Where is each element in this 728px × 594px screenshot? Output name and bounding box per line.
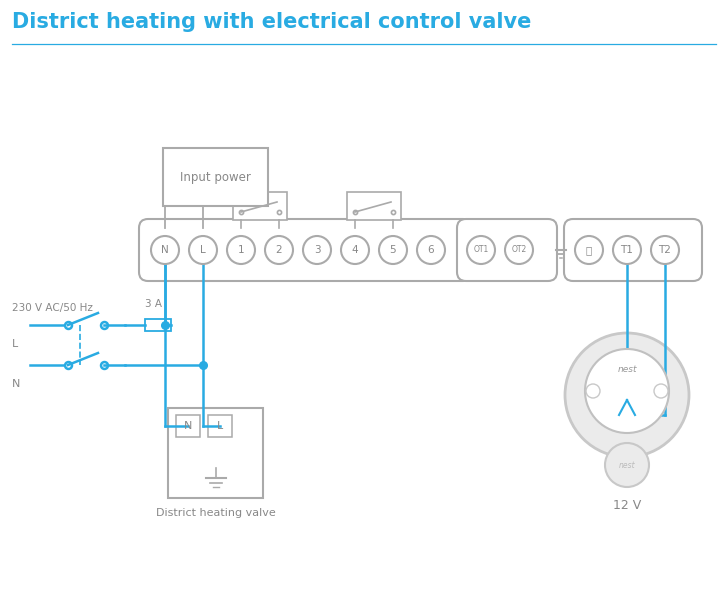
- FancyBboxPatch shape: [176, 415, 200, 437]
- Circle shape: [379, 236, 407, 264]
- Text: N: N: [183, 421, 192, 431]
- FancyBboxPatch shape: [168, 408, 263, 498]
- Text: 1: 1: [237, 245, 245, 255]
- Circle shape: [654, 384, 668, 398]
- Text: District heating with electrical control valve: District heating with electrical control…: [12, 12, 531, 32]
- Text: OT1: OT1: [473, 245, 488, 254]
- FancyBboxPatch shape: [457, 219, 557, 281]
- Text: L: L: [12, 339, 18, 349]
- Circle shape: [651, 236, 679, 264]
- Text: nest: nest: [617, 365, 637, 374]
- Circle shape: [505, 236, 533, 264]
- Text: 2: 2: [276, 245, 282, 255]
- Circle shape: [605, 443, 649, 487]
- Text: ⏚: ⏚: [586, 245, 592, 255]
- Circle shape: [565, 333, 689, 457]
- Circle shape: [613, 236, 641, 264]
- Circle shape: [151, 236, 179, 264]
- Circle shape: [467, 236, 495, 264]
- FancyBboxPatch shape: [208, 415, 232, 437]
- Circle shape: [189, 236, 217, 264]
- FancyBboxPatch shape: [163, 148, 268, 206]
- FancyBboxPatch shape: [139, 219, 472, 281]
- Circle shape: [417, 236, 445, 264]
- Text: District heating valve: District heating valve: [156, 508, 275, 518]
- Circle shape: [265, 236, 293, 264]
- Text: 3 A: 3 A: [145, 299, 162, 309]
- Circle shape: [303, 236, 331, 264]
- Circle shape: [227, 236, 255, 264]
- Text: L: L: [200, 245, 206, 255]
- FancyBboxPatch shape: [564, 219, 702, 281]
- Text: 5: 5: [389, 245, 396, 255]
- FancyBboxPatch shape: [347, 192, 401, 220]
- Text: 6: 6: [427, 245, 435, 255]
- Circle shape: [575, 236, 603, 264]
- Text: nest: nest: [619, 460, 636, 469]
- Text: N: N: [161, 245, 169, 255]
- Text: 3: 3: [314, 245, 320, 255]
- Text: T2: T2: [659, 245, 671, 255]
- FancyBboxPatch shape: [233, 192, 287, 220]
- Text: 230 V AC/50 Hz: 230 V AC/50 Hz: [12, 303, 93, 313]
- FancyBboxPatch shape: [145, 319, 171, 331]
- Text: T1: T1: [620, 245, 633, 255]
- Circle shape: [585, 349, 669, 433]
- Text: L: L: [217, 421, 223, 431]
- Text: N: N: [12, 379, 20, 389]
- Text: 4: 4: [352, 245, 358, 255]
- Text: OT2: OT2: [511, 245, 526, 254]
- Text: 12 V: 12 V: [613, 499, 641, 512]
- Circle shape: [341, 236, 369, 264]
- Text: Input power: Input power: [180, 170, 251, 184]
- Circle shape: [586, 384, 600, 398]
